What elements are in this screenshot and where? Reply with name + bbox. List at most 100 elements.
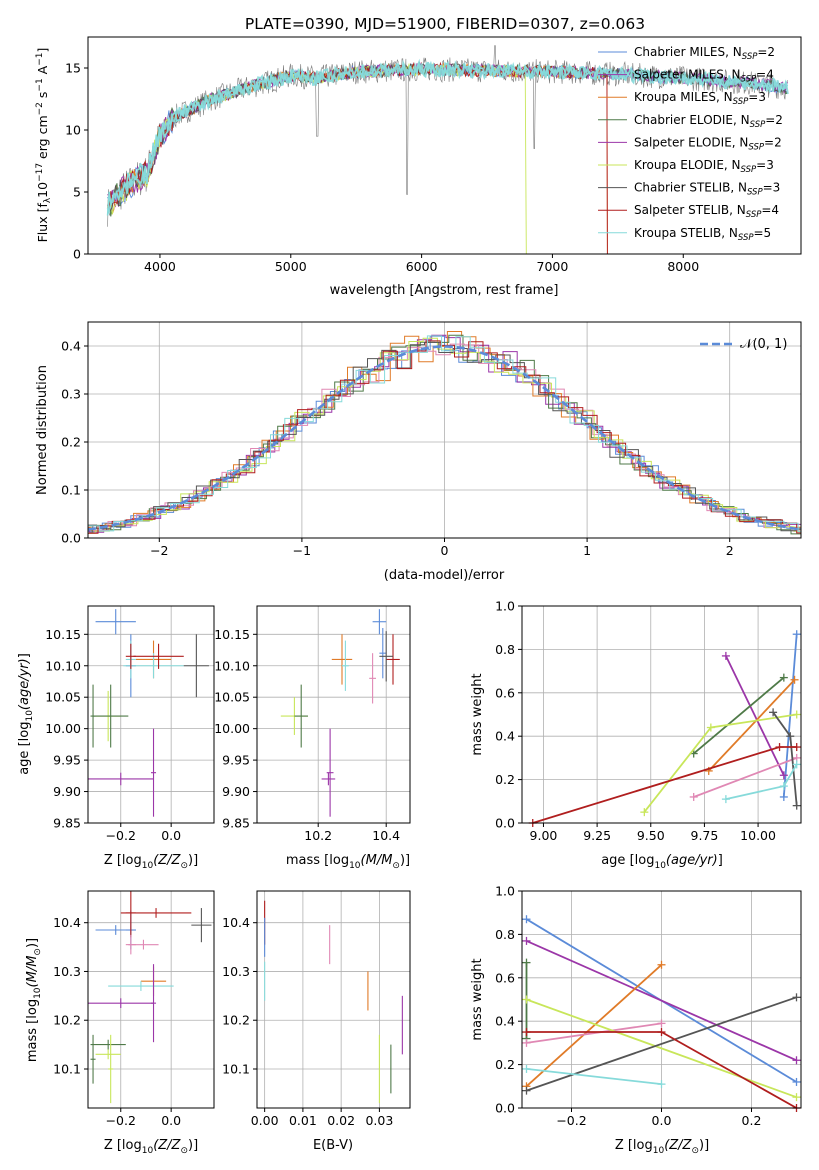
legend-label-sub: SSP [741, 75, 757, 85]
legend-label-sub: SSP [741, 165, 757, 175]
legend-label: Chabrier ELODIE, NSSP=2 [634, 113, 783, 130]
x-tick-label: −0.2 [106, 1113, 136, 1128]
y-tick-label: 9.85 [222, 816, 250, 831]
y-tick-label: 9.95 [53, 753, 81, 768]
legend-label-tail: =5 [754, 226, 772, 240]
errorbars [88, 891, 212, 1104]
y-tick-label: 0.8 [495, 927, 515, 942]
legend-label: Kroupa ELODIE, NSSP=3 [634, 158, 774, 175]
x-tick-label: −0.2 [556, 1113, 586, 1128]
label-part: 10 [35, 182, 50, 198]
plot-frame [256, 605, 411, 824]
y-tick-label: 10.3 [222, 964, 250, 979]
model-spectrum-2 [107, 62, 608, 254]
x-tick-label: 2 [726, 543, 734, 558]
x-tick-label: 7000 [537, 259, 569, 274]
label-sup: −1 [35, 78, 45, 91]
y-tick-label: 0.1 [61, 483, 81, 498]
legend-label-sub: SSP [748, 142, 764, 152]
legend-label-tail: =2 [757, 45, 775, 59]
y-tick-label: 10.1 [222, 1061, 250, 1076]
x-tick-label: 9.75 [691, 828, 719, 843]
legend-label-tail: =3 [756, 158, 774, 172]
histogram-series-8 [88, 335, 801, 533]
y-axis-label: Flux [fλ10−17 erg cm−2 s−1 A−1] [35, 48, 53, 243]
label-part: )] [188, 1138, 198, 1153]
label-sup: −17 [35, 163, 45, 182]
model-spectrum-7 [107, 61, 608, 254]
y-tick-label: 0.0 [61, 531, 81, 546]
weight-series-4 [526, 1022, 662, 1044]
model-spectrum-8 [106, 61, 789, 216]
y-tick-label: 1.0 [495, 884, 515, 899]
y-tick-label: 0.6 [495, 685, 515, 700]
y-tick-label: 0.2 [495, 1057, 515, 1072]
label-part: s [35, 92, 50, 103]
mass-vs-metallicity-panel: −0.2 0.0 10.1 10.2 10.3 10.4 Z [log10(Z/Z⊙)] ma… [25, 890, 215, 1156]
label-sub: ⊙ [392, 861, 400, 871]
label-part: )] [400, 853, 410, 868]
y-tick-label: 1.0 [495, 599, 515, 614]
weight-lines [522, 915, 801, 1112]
figure-title: PLATE=0390, MJD=51900, FIBERID=0307, z=0… [245, 15, 645, 33]
y-tick-label: 0.2 [495, 772, 515, 787]
label-sub: 10 [653, 1146, 665, 1156]
legend-label-sub: SSP [733, 97, 749, 107]
legend-label: Kroupa MILES, NSSP=3 [634, 90, 766, 107]
x-tick-label: 4000 [144, 259, 176, 274]
y-tick-label: 0.6 [495, 970, 515, 985]
x-tick-label: 9.50 [637, 828, 665, 843]
y-tick-label: 10.4 [53, 915, 81, 930]
weight-series-2 [708, 679, 796, 772]
label-italic: (M/M [361, 853, 393, 868]
legend-label-sub: SSP [750, 120, 766, 130]
x-tick-label: 10.4 [372, 828, 400, 843]
y-tick-label: 10.2 [222, 1013, 250, 1028]
x-axis-label: Z [log10(Z/Z⊙)] [104, 853, 198, 871]
label-sub: 10 [142, 861, 154, 871]
y-tick-label: 9.90 [53, 784, 81, 799]
x-tick-label: −1 [293, 543, 311, 558]
label-italic: (age/yr) [666, 853, 718, 868]
label-sub: λ [43, 197, 53, 203]
label-italic: (M/M [25, 956, 40, 988]
weight-series-6 [526, 996, 797, 1092]
model-spectrum-kroupa-stelib [106, 58, 789, 215]
x-tick-label: 9.25 [583, 828, 611, 843]
label-part: )] [699, 1138, 709, 1153]
y-tick-label: 10 [65, 123, 81, 138]
x-axis-label: mass [log10(M/M⊙)] [286, 853, 410, 871]
legend-label-tail: =3 [763, 181, 781, 195]
x-tick-label: 6000 [406, 259, 438, 274]
x-tick-label: 0.01 [289, 1113, 317, 1128]
plot-frame [256, 890, 411, 1109]
x-tick-label: 0.03 [365, 1113, 393, 1128]
x-tick-label: 0.0 [652, 1113, 672, 1128]
x-tick-label: 1 [583, 543, 591, 558]
errorbars [264, 900, 403, 1104]
legend-label: Chabrier STELIB, NSSP=3 [634, 181, 780, 198]
legend-label: Salpeter MILES, NSSP=4 [634, 68, 774, 85]
x-tick-label: −0.2 [106, 828, 136, 843]
y-tick-label: 0.3 [61, 387, 81, 402]
label-sub: ⊙ [180, 1146, 188, 1156]
x-axis-label: Z [log10(Z/Z⊙)] [615, 1138, 709, 1156]
y-axis-label: mass weight [470, 673, 485, 755]
weight-vs-metallicity-panel: −0.2 0.0 0.2 0.0 0.2 0.4 0.6 0.8 1.0 mass weight Z… [470, 884, 802, 1156]
label-sub: 10 [25, 710, 35, 722]
weight-series-8 [526, 1068, 662, 1085]
x-tick-label: 0.2 [742, 1113, 762, 1128]
legend-label-tail: =4 [761, 203, 779, 217]
age-vs-mass-panel: 10.2 10.4 9.85 9.90 9.95 10.00 10.05 10.10 10.15… [214, 605, 411, 871]
label-sub: 10 [142, 1146, 154, 1156]
label-italic: (age/yr) [17, 658, 32, 710]
label-sub: ⊙ [180, 861, 188, 871]
weight-series-5 [643, 713, 797, 813]
legend-label-tail: =2 [765, 113, 783, 127]
label-part: )] [25, 938, 40, 948]
weight-series-5 [526, 998, 797, 1099]
histogram-series-5 [88, 337, 801, 534]
weight-vs-age-panel: 9.00 9.25 9.50 9.75 10.00 0.0 0.2 0.4 0.6 0.8 1.0 m… [470, 599, 802, 871]
residuals-panel: −2 −1 0 1 2 0.0 0.1 0.2 0.3 0.4 Normed distributio… [35, 321, 802, 583]
